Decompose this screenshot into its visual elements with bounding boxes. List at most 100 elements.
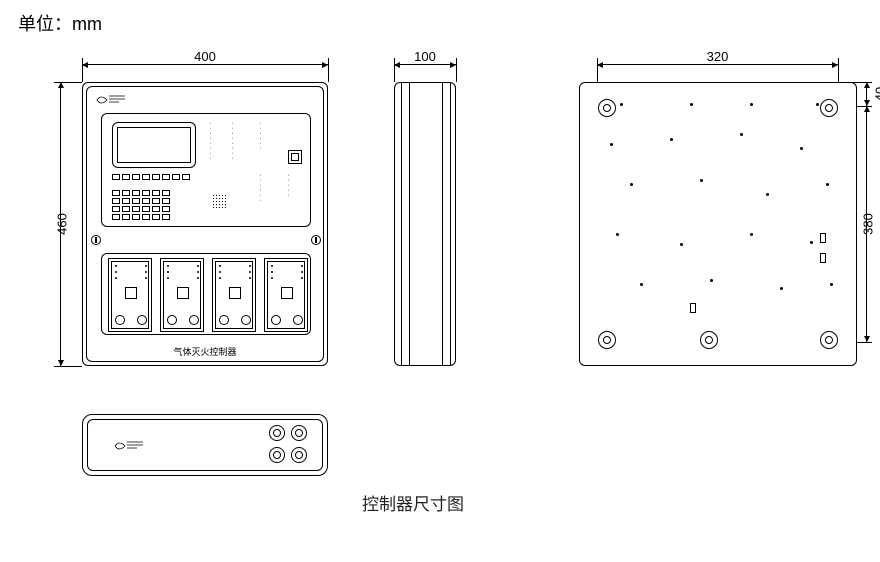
mount-hole-top-left bbox=[598, 99, 616, 117]
keypad-key[interactable] bbox=[162, 214, 170, 220]
product-label: 气体灭火控制器 bbox=[83, 345, 327, 358]
keypad-key[interactable] bbox=[132, 190, 140, 196]
vent-hole bbox=[740, 133, 743, 136]
keypad-key[interactable] bbox=[132, 214, 140, 220]
keypad-key[interactable] bbox=[112, 190, 120, 196]
nav-button[interactable] bbox=[182, 174, 190, 180]
keypad-key[interactable] bbox=[142, 190, 150, 196]
vent-hole bbox=[800, 147, 803, 150]
nav-button[interactable] bbox=[172, 174, 180, 180]
brand-logo-top bbox=[113, 439, 145, 451]
nav-button[interactable] bbox=[162, 174, 170, 180]
screen-inner bbox=[117, 127, 191, 163]
keypad-key[interactable] bbox=[152, 190, 160, 196]
front-view: 气体灭火控制器 bbox=[82, 82, 328, 366]
emergency-button[interactable] bbox=[288, 150, 302, 164]
zone-module-3 bbox=[212, 258, 256, 332]
lower-module-panel bbox=[101, 253, 311, 335]
display-screen bbox=[112, 122, 196, 168]
vent-hole bbox=[616, 233, 619, 236]
top-view bbox=[82, 414, 328, 476]
keypad-row bbox=[112, 206, 170, 212]
nav-button[interactable] bbox=[132, 174, 140, 180]
upper-control-panel bbox=[101, 113, 311, 227]
vent-hole bbox=[640, 283, 643, 286]
mount-hole-bottom-mid bbox=[700, 331, 718, 349]
vent-hole bbox=[826, 183, 829, 186]
keypad-key[interactable] bbox=[162, 190, 170, 196]
lock-knob-right[interactable] bbox=[311, 235, 321, 245]
nav-button-row-1 bbox=[112, 174, 190, 180]
keypad-key[interactable] bbox=[162, 206, 170, 212]
keypad-key[interactable] bbox=[162, 198, 170, 204]
mount-hole-bottom-left bbox=[598, 331, 616, 349]
vent-hole bbox=[690, 103, 693, 106]
keypad-key[interactable] bbox=[152, 206, 160, 212]
back-top-offset-value: 40 bbox=[873, 87, 880, 101]
nav-button[interactable] bbox=[142, 174, 150, 180]
lock-knob-left[interactable] bbox=[91, 235, 101, 245]
keypad-key[interactable] bbox=[122, 206, 130, 212]
front-width-value: 400 bbox=[82, 49, 328, 64]
keypad-key[interactable] bbox=[112, 206, 120, 212]
vent-hole bbox=[670, 138, 673, 141]
status-led-column bbox=[232, 122, 234, 160]
front-height-dim: 460 bbox=[60, 82, 61, 366]
vent-hole bbox=[750, 233, 753, 236]
vent-hole bbox=[680, 243, 683, 246]
keypad-key[interactable] bbox=[152, 198, 160, 204]
keypad-key[interactable] bbox=[152, 214, 160, 220]
side-view bbox=[394, 82, 456, 366]
mount-hole-bottom-right bbox=[820, 331, 838, 349]
back-width-value: 320 bbox=[597, 49, 838, 64]
nav-button[interactable] bbox=[152, 174, 160, 180]
keypad-key[interactable] bbox=[122, 190, 130, 196]
back-width-dim: 320 bbox=[597, 64, 838, 65]
keypad-key[interactable] bbox=[132, 206, 140, 212]
cable-gland-1 bbox=[269, 425, 285, 441]
front-height-value: 460 bbox=[54, 213, 69, 235]
vent-hole bbox=[710, 279, 713, 282]
front-dim-ext-bottom bbox=[54, 366, 82, 367]
side-depth-value: 100 bbox=[394, 49, 456, 64]
status-led-column bbox=[260, 122, 262, 150]
front-dim-ext-right bbox=[328, 58, 329, 82]
keypad-row bbox=[112, 214, 170, 220]
keypad-key[interactable] bbox=[142, 198, 150, 204]
side-dim-ext-right bbox=[456, 58, 457, 82]
keypad-key[interactable] bbox=[142, 206, 150, 212]
cable-gland-2 bbox=[291, 425, 307, 441]
zone-module-4 bbox=[264, 258, 308, 332]
side-inner-line-2 bbox=[409, 83, 443, 365]
vent-hole bbox=[630, 183, 633, 186]
front-width-dim: 400 bbox=[82, 64, 328, 65]
status-led-column bbox=[210, 122, 212, 160]
back-view bbox=[579, 82, 857, 366]
mount-hole-top-right bbox=[820, 99, 838, 117]
back-hole-v-value: 380 bbox=[860, 213, 875, 235]
nav-button[interactable] bbox=[112, 174, 120, 180]
slot bbox=[820, 253, 826, 263]
zone-module-1 bbox=[108, 258, 152, 332]
vent-hole bbox=[610, 143, 613, 146]
side-depth-dim: 100 bbox=[394, 64, 456, 65]
status-led-column bbox=[288, 174, 290, 197]
keypad-key[interactable] bbox=[142, 214, 150, 220]
zone-module-2 bbox=[160, 258, 204, 332]
keypad-key[interactable] bbox=[132, 198, 140, 204]
vent-hole bbox=[700, 179, 703, 182]
nav-button[interactable] bbox=[122, 174, 130, 180]
keypad-key[interactable] bbox=[112, 214, 120, 220]
cable-gland-3 bbox=[269, 447, 285, 463]
speaker-grille bbox=[212, 194, 226, 208]
keypad-key[interactable] bbox=[122, 214, 130, 220]
keypad-key[interactable] bbox=[122, 198, 130, 204]
status-led-column bbox=[260, 174, 262, 202]
keypad-row bbox=[112, 190, 170, 196]
vent-hole bbox=[780, 287, 783, 290]
keypad-key[interactable] bbox=[112, 198, 120, 204]
cable-gland-4 bbox=[291, 447, 307, 463]
figure-caption: 控制器尺寸图 bbox=[362, 490, 464, 515]
vent-hole bbox=[620, 103, 623, 106]
brand-logo bbox=[95, 93, 127, 105]
